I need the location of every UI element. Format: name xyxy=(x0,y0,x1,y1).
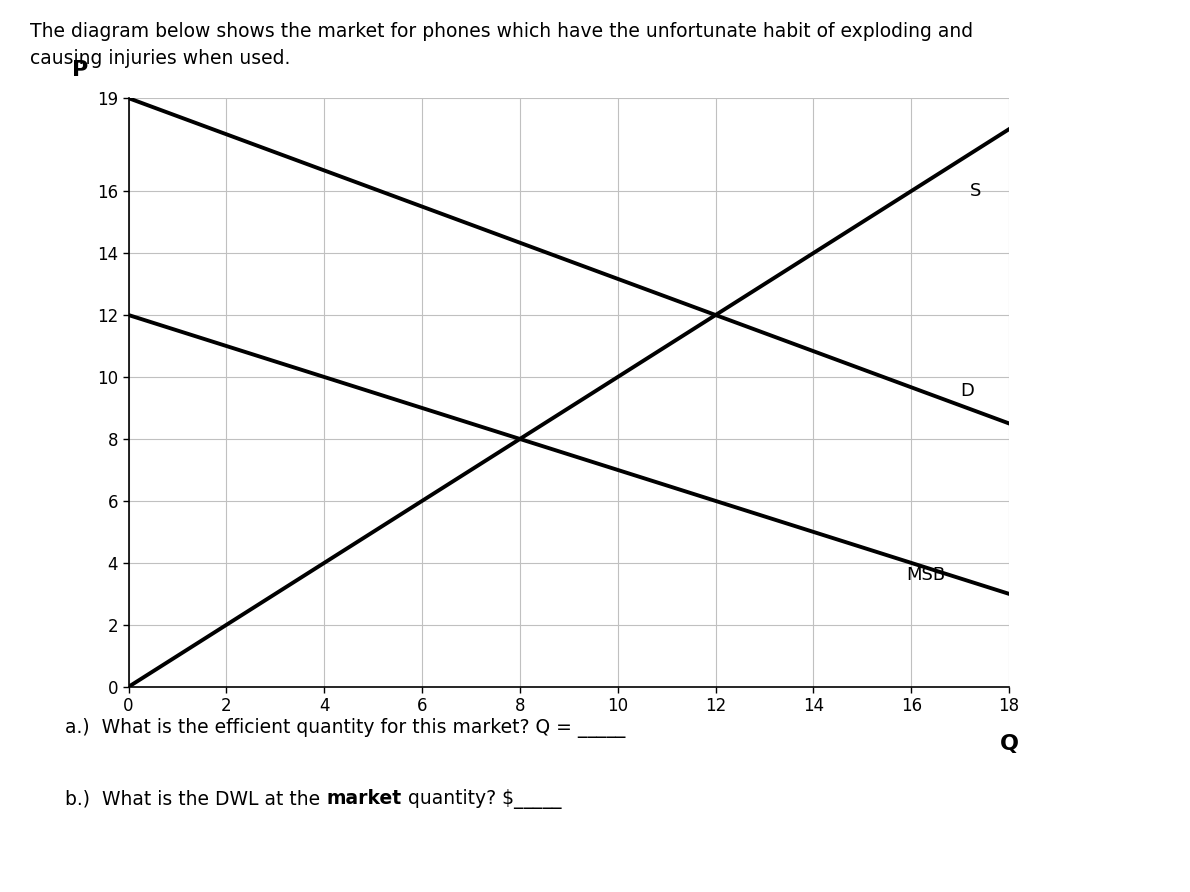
Text: causing injuries when used.: causing injuries when used. xyxy=(30,49,290,68)
Text: MSB: MSB xyxy=(907,566,946,584)
Text: S: S xyxy=(970,182,982,200)
Text: b.)  What is the DWL at the: b.) What is the DWL at the xyxy=(65,789,326,808)
Text: quantity? $_____: quantity? $_____ xyxy=(402,789,562,809)
Text: D: D xyxy=(960,382,975,400)
Text: The diagram below shows the market for phones which have the unfortunate habit o: The diagram below shows the market for p… xyxy=(30,22,973,41)
Text: P: P xyxy=(71,61,88,80)
Text: Q: Q xyxy=(1000,734,1019,754)
Text: market: market xyxy=(326,789,402,808)
Text: a.)  What is the efficient quantity for this market? Q = _____: a.) What is the efficient quantity for t… xyxy=(65,718,626,738)
